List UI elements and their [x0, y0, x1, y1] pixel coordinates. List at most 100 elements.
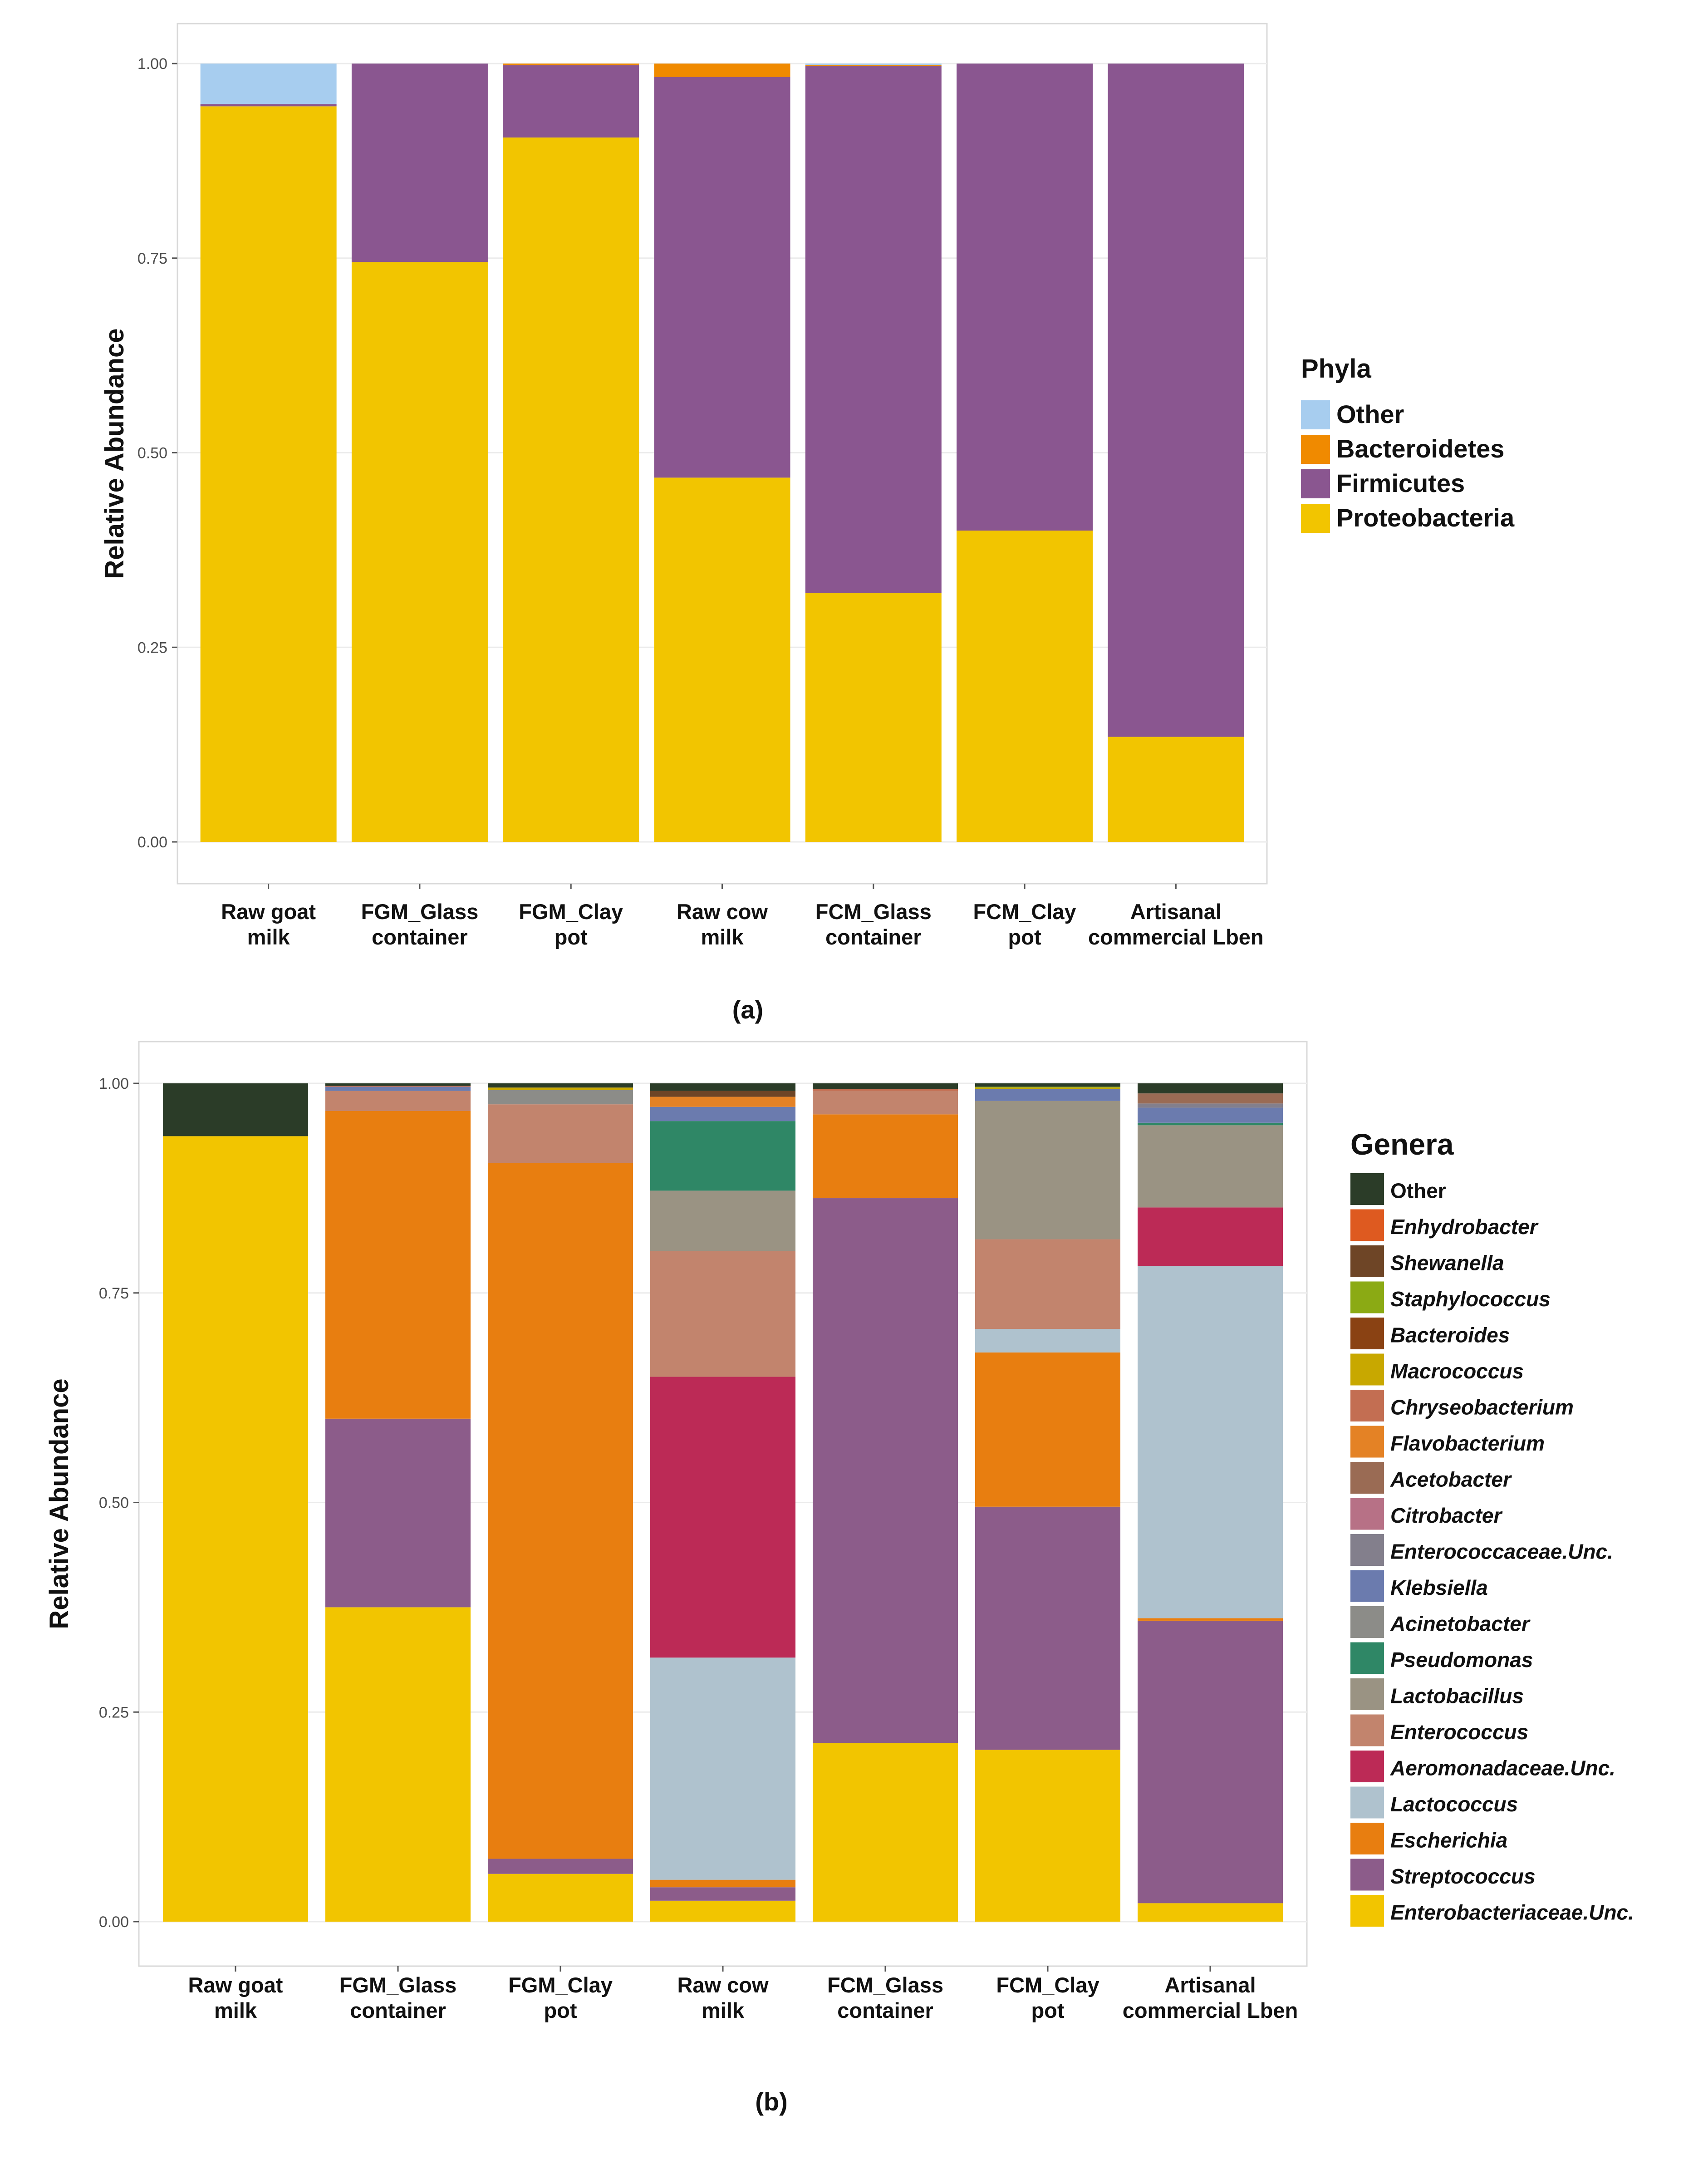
bar-segment — [813, 1089, 958, 1091]
bar-segment — [503, 64, 639, 65]
bar-segment — [325, 1083, 471, 1086]
bar-segment — [975, 1506, 1120, 1750]
bar-segment — [805, 64, 942, 65]
legend-key — [1350, 1353, 1384, 1386]
panel-label-b: (b) — [755, 2087, 788, 2116]
x-tick-label: FCM_Glass — [827, 1973, 943, 1997]
y-tick-label: 0.50 — [137, 445, 167, 462]
x-tick-label: Artisanal — [1130, 900, 1222, 924]
bar-segment — [325, 1418, 471, 1608]
legend-label: Bacteroides — [1390, 1323, 1510, 1347]
legend-key — [1350, 1318, 1384, 1349]
x-tick-label: FCM_Clay — [996, 1973, 1099, 1997]
x-tick-label: Artisanal — [1164, 1973, 1256, 1997]
bar-segment — [650, 1879, 795, 1888]
bar-segment — [957, 64, 1093, 531]
x-tick-label: milk — [214, 1998, 257, 2022]
y-tick-label: 0.75 — [99, 1285, 129, 1302]
bar-segment — [650, 1190, 795, 1251]
bar-segment — [1138, 1903, 1283, 1922]
bar-segment — [650, 1377, 795, 1658]
legend-key — [1350, 1173, 1384, 1205]
x-tick-label: Raw goat — [188, 1973, 283, 1997]
legend-label: Proteobacteria — [1336, 503, 1515, 532]
bar-segment — [325, 1111, 471, 1419]
y-tick-label: 0.25 — [99, 1704, 129, 1721]
x-tick-label: FCM_Clay — [973, 900, 1076, 924]
bar-segment — [975, 1101, 1120, 1239]
legend-key — [1350, 1642, 1384, 1674]
legend-label: Chryseobacterium — [1390, 1396, 1574, 1419]
bar-segment — [650, 1121, 795, 1191]
legend-label: Macrococcus — [1390, 1359, 1524, 1383]
legend-label: Aeromonadaceae.Unc. — [1390, 1756, 1615, 1780]
bar-segment — [813, 1083, 958, 1089]
legend-key — [1350, 1281, 1384, 1313]
bar-segment — [813, 1114, 958, 1199]
bar-segment — [503, 137, 639, 842]
bar-segment — [163, 1083, 308, 1136]
y-tick-label: 0.00 — [99, 1913, 129, 1931]
bar-segment — [654, 77, 790, 478]
bar-segment — [1138, 1266, 1283, 1618]
x-tick-label: container — [825, 925, 922, 949]
y-tick-label: 0.25 — [137, 639, 167, 656]
bar-segment — [805, 66, 942, 593]
legend-key — [1350, 1678, 1384, 1710]
x-tick-label: commercial Lben — [1088, 925, 1264, 949]
legend-key — [1350, 1209, 1384, 1241]
bar-segment — [163, 1136, 308, 1922]
legend-key — [1301, 469, 1330, 498]
legend-key — [1350, 1606, 1384, 1638]
legend-label: Staphylococcus — [1390, 1287, 1551, 1311]
bar-segment — [805, 65, 942, 66]
bar-segment — [488, 1163, 633, 1859]
bar-segment — [200, 106, 337, 842]
legend-label: Pseudomonas — [1390, 1648, 1533, 1672]
bar-segment — [650, 1887, 795, 1901]
legend-label: Lactobacillus — [1390, 1684, 1524, 1708]
bar-segment — [975, 1352, 1120, 1507]
legend-label: Flavobacterium — [1390, 1431, 1545, 1455]
legend-title: Phyla — [1301, 354, 1371, 384]
bar-segment — [488, 1083, 633, 1088]
legend-label: Bacteroidetes — [1336, 434, 1504, 463]
legend-key — [1301, 400, 1330, 429]
bar-segment — [654, 64, 790, 77]
bar-segment — [650, 1107, 795, 1121]
x-tick-label: container — [372, 925, 468, 949]
bar-segment — [813, 1198, 958, 1743]
bar-segment — [1108, 737, 1244, 842]
bar-segment — [1138, 1620, 1283, 1903]
x-tick-label: Raw cow — [677, 900, 768, 924]
legend-label: Enterobacteriaceae.Unc. — [1390, 1901, 1634, 1924]
legend-title: Genera — [1350, 1127, 1454, 1161]
bar-segment — [650, 1097, 795, 1107]
legend-label: Acetobacter — [1390, 1468, 1512, 1491]
legend-label: Acinetobacter — [1390, 1612, 1531, 1636]
legend-label: Enhydrobacter — [1390, 1215, 1539, 1239]
bar-segment — [975, 1089, 1120, 1101]
legend-key — [1350, 1895, 1384, 1927]
bar-segment — [488, 1104, 633, 1163]
bar-segment — [813, 1091, 958, 1115]
legend-key — [1350, 1462, 1384, 1494]
bar-segment — [200, 104, 337, 107]
x-tick-label: pot — [1031, 1998, 1064, 2022]
bar-segment — [650, 1251, 795, 1377]
y-tick-label: 0.50 — [99, 1495, 129, 1512]
bar-segment — [1138, 1207, 1283, 1266]
bar-segment — [975, 1750, 1120, 1922]
x-tick-label: pot — [1008, 925, 1041, 949]
legend-label: Enterococcaceae.Unc. — [1390, 1540, 1613, 1564]
legend-label: Other — [1336, 400, 1404, 428]
bar-segment — [1108, 64, 1244, 737]
legend-label: Enterococcus — [1390, 1720, 1528, 1744]
legend-key — [1301, 435, 1330, 464]
bar-segment — [975, 1329, 1120, 1352]
legend-label: Lactococcus — [1390, 1792, 1518, 1816]
x-tick-label: FGM_Clay — [519, 900, 623, 924]
bar-segment — [1138, 1122, 1283, 1126]
